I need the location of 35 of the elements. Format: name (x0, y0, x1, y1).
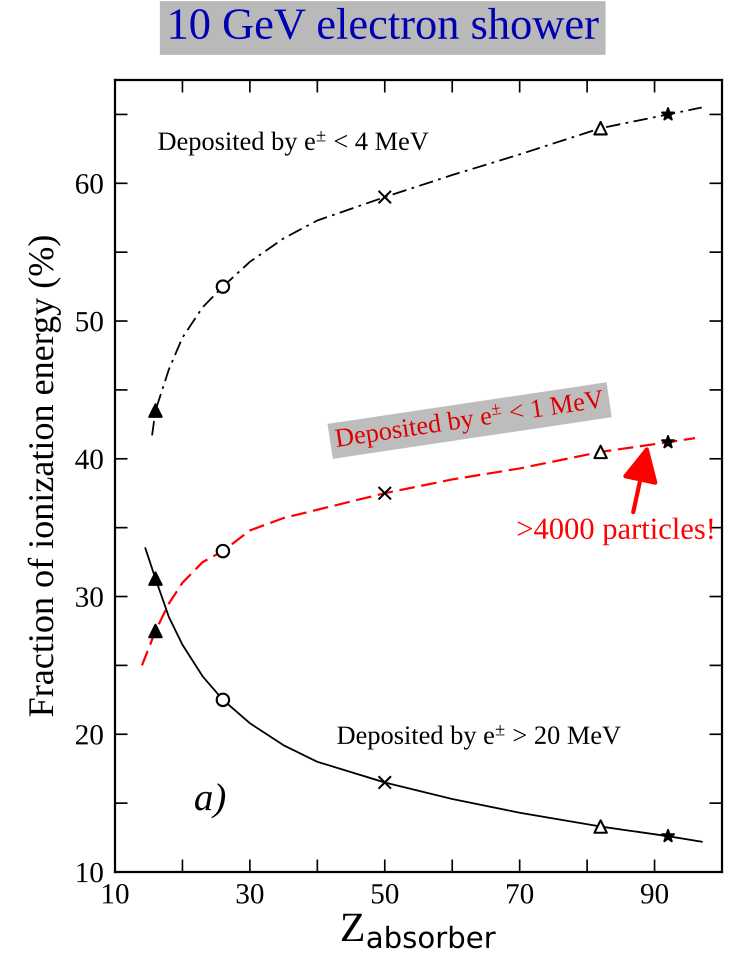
y-axis-title: Fraction of ionization energy (%) (28, 236, 61, 716)
point (148, 403, 163, 418)
annotation: a) (195, 783, 226, 818)
y-tick-label: 50 (76, 312, 103, 332)
point (661, 107, 675, 121)
x-tick-label: 50 (372, 884, 398, 904)
point (661, 435, 675, 448)
point (148, 571, 163, 586)
chart-title: 10 GeV electron shower (170, 8, 599, 40)
y-tick-label: 60 (76, 174, 103, 194)
point (378, 486, 392, 500)
point (593, 120, 608, 136)
point (378, 190, 392, 204)
x-tick-label: 70 (507, 884, 534, 904)
point (216, 692, 230, 708)
annotation: >4000 particles! (518, 518, 713, 546)
x-tick-label: 30 (236, 884, 264, 904)
annotation: Deposited by e$^{±}$ < 1 MeV (334, 388, 606, 453)
y-tick-label: 20 (76, 724, 103, 745)
annotation: Deposited by e$^{±}$ > 20 MeV (337, 724, 621, 750)
line-series (144, 547, 703, 843)
point (216, 544, 230, 558)
point (661, 828, 675, 842)
point (593, 444, 608, 460)
point (593, 819, 608, 834)
y-tick-label: 40 (75, 450, 103, 470)
y-tick-label: 10 (77, 862, 103, 882)
x-tick-label: 90 (640, 884, 668, 904)
point (216, 279, 230, 294)
x-axis-title: Z$_{absorber}$ (342, 914, 496, 948)
x-tick-label: 10 (102, 884, 128, 904)
y-tick-label: 30 (76, 587, 103, 607)
annotation: Deposited by e$^{±}$ < 4 MeV (158, 130, 429, 156)
point (378, 775, 392, 790)
point (148, 624, 163, 638)
